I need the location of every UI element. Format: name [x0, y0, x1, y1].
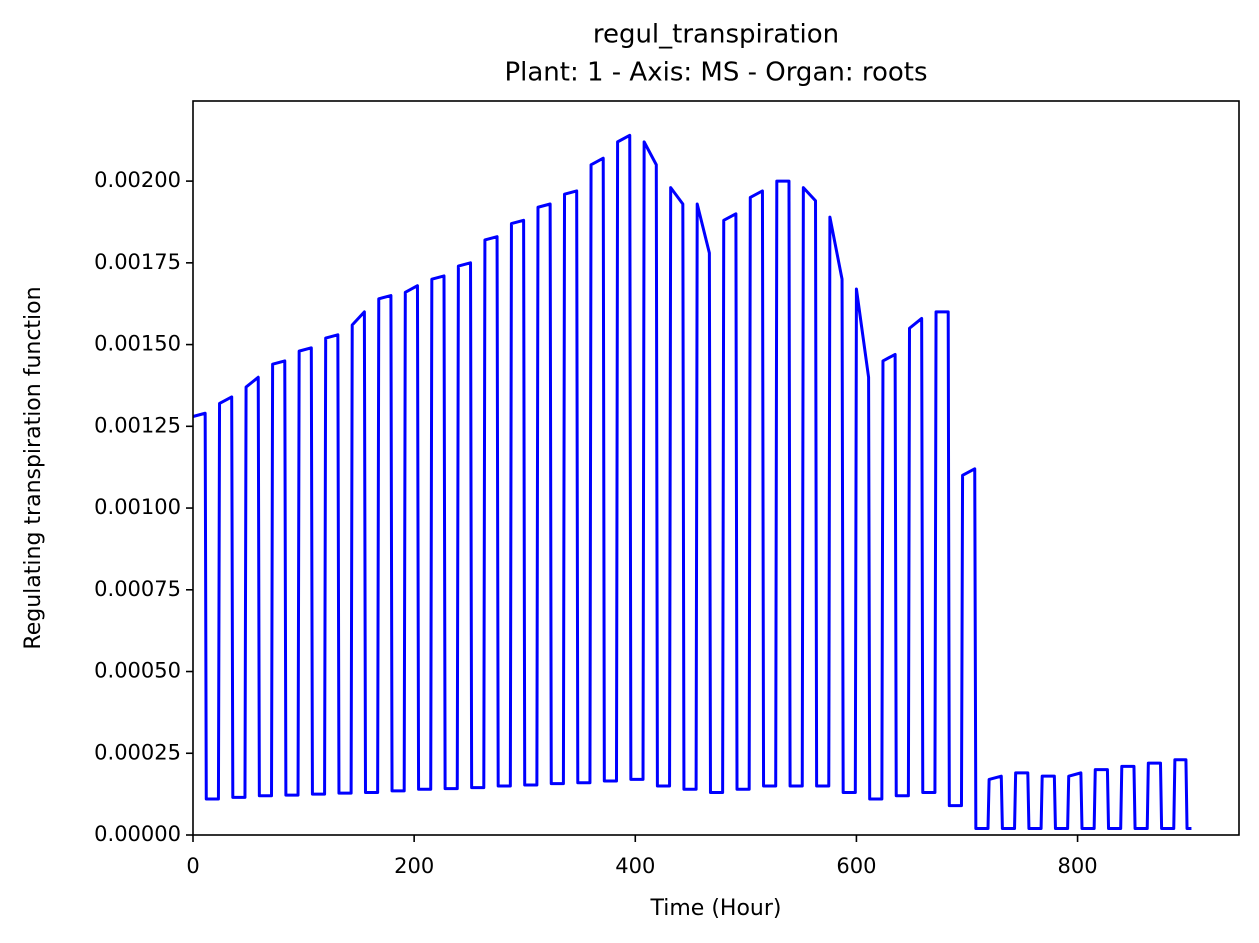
y-tick-label: 0.00100: [94, 495, 181, 519]
plot-frame: [192, 100, 1240, 836]
y-tick-label: 0.00200: [94, 168, 181, 192]
chart-subtitle: Plant: 1 - Axis: MS - Organ: roots: [504, 58, 927, 88]
y-tick-label: 0.00050: [94, 659, 181, 683]
y-tick-label: 0.00175: [94, 250, 181, 274]
x-tick-label: 800: [1058, 854, 1098, 878]
y-tick-label: 0.00125: [94, 413, 181, 437]
y-axis-label: Regulating transpiration function: [21, 286, 46, 649]
y-tick-label: 0.00075: [94, 577, 181, 601]
chart-title: regul_transpiration: [593, 20, 839, 50]
y-tick-label: 0.00000: [94, 822, 181, 846]
x-tick-label: 200: [394, 854, 434, 878]
x-tick-label: 400: [615, 854, 655, 878]
x-axis-label: Time (Hour): [650, 896, 782, 921]
y-tick-label: 0.00150: [94, 332, 181, 356]
x-tick-label: 600: [836, 854, 876, 878]
x-tick-label: 0: [186, 854, 199, 878]
y-tick-label: 0.00025: [94, 740, 181, 764]
data-line: [192, 133, 1192, 830]
